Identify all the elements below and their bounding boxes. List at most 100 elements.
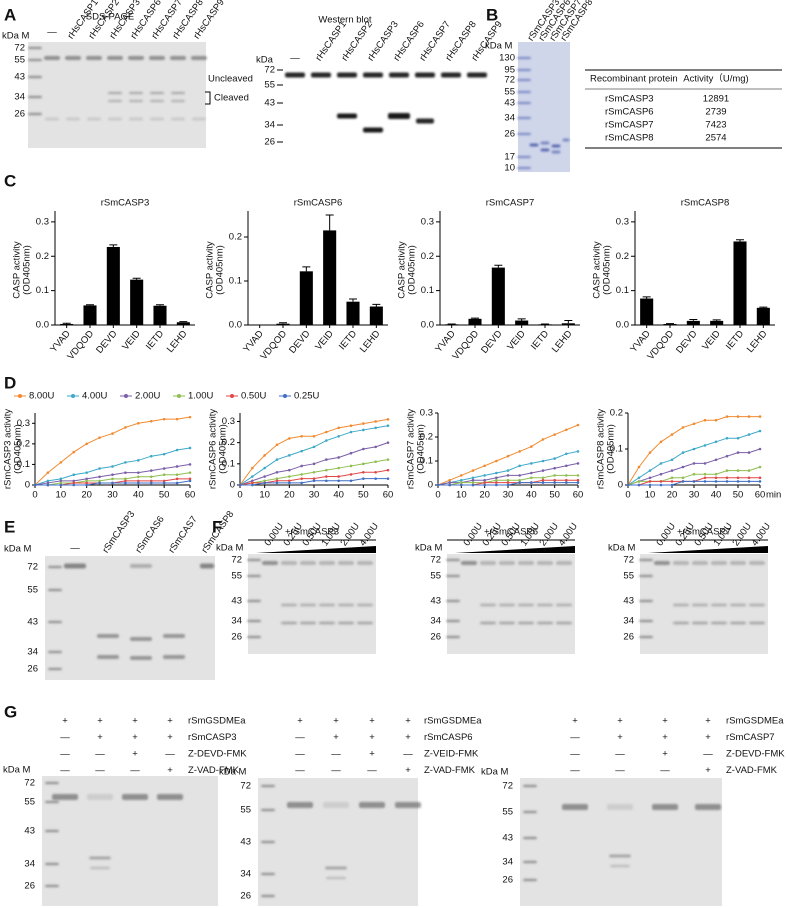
gel-band bbox=[523, 784, 537, 788]
point bbox=[471, 478, 475, 482]
point bbox=[471, 483, 475, 487]
point bbox=[386, 418, 390, 421]
marker-header: kDa M bbox=[481, 767, 509, 778]
y-axis-label: rSmCASP8 activity bbox=[596, 409, 607, 489]
treatment-mark: — bbox=[615, 749, 625, 760]
point bbox=[349, 424, 353, 428]
marker-header: kDa M bbox=[608, 543, 636, 554]
gel-band bbox=[517, 116, 531, 120]
treatment-mark: — bbox=[570, 765, 580, 776]
treatment-mark: — bbox=[60, 732, 70, 743]
marker-header: kDa bbox=[256, 55, 274, 66]
x-tick-label: 30 bbox=[689, 490, 700, 501]
point bbox=[758, 429, 762, 433]
gel-band bbox=[639, 558, 653, 562]
point bbox=[124, 471, 127, 474]
gel-band bbox=[150, 91, 164, 95]
point bbox=[714, 480, 718, 483]
treatment-label: Z-VAD-FMK bbox=[188, 765, 240, 776]
gel-band bbox=[517, 90, 531, 94]
lane-label: 4.00U bbox=[750, 521, 774, 548]
treatment-mark: + bbox=[405, 716, 411, 727]
x-tick-label: LEHD bbox=[165, 328, 190, 355]
point bbox=[149, 419, 153, 423]
bar bbox=[640, 298, 654, 325]
panel-letter: F bbox=[212, 517, 222, 536]
point bbox=[72, 450, 76, 454]
band-label: Uncleaved bbox=[208, 74, 253, 85]
point bbox=[747, 433, 751, 436]
chart-title: rSmCASP8 bbox=[681, 198, 730, 209]
marker-size: 43 bbox=[14, 72, 25, 83]
gel-band bbox=[247, 599, 261, 603]
treatment-label: rSmCASP7 bbox=[726, 732, 775, 743]
x-tick-label: 30 bbox=[503, 490, 514, 501]
point bbox=[637, 465, 641, 469]
point bbox=[362, 477, 365, 480]
point bbox=[736, 469, 740, 472]
point bbox=[518, 450, 521, 453]
lane-label: rSmCAS6 bbox=[134, 514, 167, 555]
gel-band bbox=[480, 621, 496, 625]
marker-size: 26 bbox=[14, 109, 25, 120]
y-axis-label: CASP activity bbox=[12, 241, 23, 299]
gel-band bbox=[446, 635, 460, 639]
point bbox=[362, 462, 365, 466]
lane-label: 0.00U bbox=[655, 521, 679, 548]
point bbox=[576, 474, 580, 477]
error-bar bbox=[349, 298, 357, 302]
treatment-mark: — bbox=[295, 732, 305, 743]
y-tick-label: 0.1 bbox=[36, 285, 49, 296]
panel-letter: G bbox=[4, 702, 17, 721]
axis bbox=[54, 211, 195, 326]
point bbox=[251, 483, 254, 487]
treatment-mark: — bbox=[570, 749, 580, 760]
point bbox=[483, 464, 486, 468]
error-bar bbox=[279, 322, 287, 324]
gel-band bbox=[517, 68, 531, 72]
gel bbox=[258, 778, 418, 906]
lane-label: 4.00U bbox=[557, 521, 581, 548]
gel-band bbox=[261, 894, 275, 898]
gel-band bbox=[287, 802, 313, 808]
point bbox=[124, 426, 127, 429]
gel-band bbox=[711, 603, 727, 607]
marker-size: 43 bbox=[264, 98, 275, 109]
gel-band bbox=[673, 561, 689, 565]
gel-band bbox=[45, 829, 59, 833]
gel-band bbox=[108, 99, 122, 103]
treatment-mark: + bbox=[97, 716, 103, 727]
point bbox=[747, 480, 751, 483]
x-tick-label: 60 bbox=[185, 490, 196, 501]
bar bbox=[561, 323, 575, 325]
gel-band bbox=[261, 808, 275, 812]
point bbox=[325, 458, 328, 461]
gel-band bbox=[499, 621, 515, 625]
gel-band bbox=[556, 561, 572, 565]
x-tick-label: 50 bbox=[358, 490, 369, 501]
gel-band bbox=[150, 99, 164, 103]
treatment-mark: + bbox=[369, 716, 375, 727]
treatment-mark: — bbox=[130, 765, 140, 776]
gel-band bbox=[537, 603, 553, 607]
marker-size: 72 bbox=[623, 555, 634, 566]
point bbox=[483, 478, 486, 482]
gel-band bbox=[388, 113, 410, 119]
point bbox=[659, 483, 663, 487]
bracket bbox=[205, 91, 211, 105]
point bbox=[300, 464, 303, 468]
error-bar bbox=[712, 319, 721, 321]
treatment-mark: + bbox=[572, 716, 578, 727]
gel-band bbox=[537, 621, 553, 625]
x-tick-label: DEVD bbox=[674, 328, 699, 355]
gel-band bbox=[556, 621, 572, 625]
panel-letter: B bbox=[486, 5, 498, 24]
treatment-mark: + bbox=[662, 732, 668, 743]
point bbox=[659, 472, 663, 476]
point bbox=[98, 481, 101, 485]
gel-band bbox=[150, 117, 164, 121]
bar bbox=[491, 267, 505, 325]
marker-size: 55 bbox=[623, 571, 634, 582]
point bbox=[648, 451, 652, 454]
gel-band bbox=[461, 561, 477, 565]
